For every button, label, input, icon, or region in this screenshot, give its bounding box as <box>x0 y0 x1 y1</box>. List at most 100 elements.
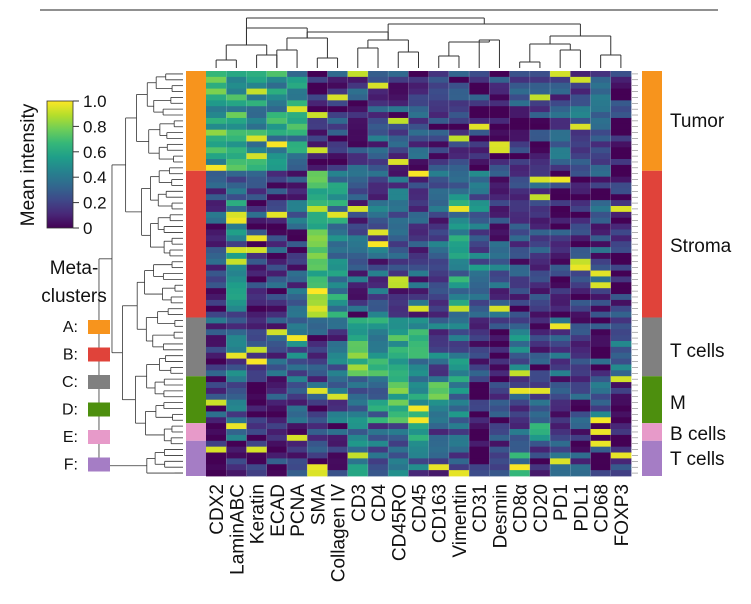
heatmap-cell <box>367 235 389 242</box>
heatmap-cell <box>206 399 227 406</box>
heatmap-cell <box>286 440 308 448</box>
heatmap-cell <box>509 470 531 477</box>
heatmap-cell <box>529 106 551 113</box>
metacluster-label: B cells <box>670 424 726 445</box>
heatmap-cell <box>327 329 349 336</box>
heatmap-cell <box>347 182 369 189</box>
heatmap-cell <box>570 182 591 189</box>
heatmap-cell <box>448 176 470 183</box>
heatmap-cell <box>206 258 227 266</box>
heatmap-cell <box>206 311 227 318</box>
heatmap-cell <box>570 452 591 459</box>
heatmap-cell <box>408 194 430 201</box>
heatmap-cell <box>408 305 430 313</box>
heatmap-cell <box>246 405 268 412</box>
heatmap-cell <box>347 247 369 254</box>
heatmap-cell <box>307 206 328 213</box>
heatmap-cell <box>509 229 531 236</box>
heatmap-cell <box>347 393 369 401</box>
heatmap-cell <box>408 200 430 207</box>
heatmap-cell <box>448 200 470 207</box>
heatmap-cell <box>469 170 490 178</box>
heatmap-cell <box>307 76 328 84</box>
heatmap-cell <box>266 323 288 330</box>
heatmap-cell <box>408 188 430 195</box>
heatmap-cell <box>347 200 369 207</box>
heatmap-cell <box>428 335 450 342</box>
heatmap-cell <box>266 129 288 136</box>
heatmap-cell <box>206 305 227 313</box>
heatmap-cell <box>590 405 612 412</box>
heatmap-cell <box>469 206 490 213</box>
heatmap-cell <box>469 423 490 430</box>
heatmap-cell <box>610 206 632 213</box>
heatmap-cell <box>550 341 571 348</box>
heatmap-cell <box>469 241 490 248</box>
heatmap-cell <box>448 417 470 424</box>
heatmap-cell <box>469 76 490 84</box>
heatmap-cell <box>388 129 409 136</box>
heatmap-cell <box>266 94 288 101</box>
heatmap-cell <box>206 446 227 453</box>
heatmap-cell <box>206 76 227 84</box>
heatmap-cell <box>509 76 531 84</box>
heatmap-cell <box>206 370 227 377</box>
heatmap-cell <box>206 123 227 131</box>
heatmap-cell <box>570 176 591 183</box>
heatmap-cell <box>590 76 612 84</box>
heatmap-cell <box>610 417 632 424</box>
heatmap-cell <box>428 317 450 324</box>
heatmap-cell <box>448 305 470 313</box>
heatmap-cell <box>246 223 268 230</box>
heatmap-cell <box>408 141 430 148</box>
heatmap-cell <box>590 252 612 260</box>
heatmap-cell <box>509 235 531 242</box>
heatmap-cell <box>367 387 389 395</box>
heatmap-cell <box>266 417 288 424</box>
heatmap-cell <box>570 123 591 131</box>
heatmap-cell <box>428 341 450 348</box>
heatmap-cell <box>590 305 612 313</box>
heatmap-cell <box>327 176 349 183</box>
heatmap-cell <box>347 364 369 371</box>
heatmap-cell <box>590 399 612 406</box>
heatmap-cell <box>408 370 430 377</box>
heatmap-cell <box>246 106 268 113</box>
heatmap-cell <box>590 429 612 436</box>
heatmap-cell <box>206 417 227 424</box>
legend-title-line1: Meta- <box>50 258 99 279</box>
heatmap-cell <box>448 153 470 160</box>
heatmap-cell <box>327 106 349 113</box>
heatmap-cell <box>610 346 632 354</box>
heatmap-cell <box>347 288 369 295</box>
heatmap-cell <box>286 170 308 178</box>
heatmap-cell <box>347 446 369 453</box>
heatmap-cell <box>428 270 450 277</box>
heatmap-cell <box>266 159 288 166</box>
heatmap-cell <box>408 264 430 271</box>
heatmap-cell <box>428 452 450 459</box>
heatmap-cell <box>529 399 551 406</box>
heatmap-cell <box>550 129 571 136</box>
heatmap-cell <box>307 153 328 160</box>
heatmap-cell <box>529 147 551 154</box>
heatmap-cell <box>469 382 490 389</box>
heatmap-cells <box>206 71 632 477</box>
heatmap-cell <box>367 123 389 131</box>
heatmap-cell <box>570 241 591 248</box>
heatmap-cell <box>388 382 409 389</box>
heatmap-cell <box>307 258 328 266</box>
heatmap-cell <box>367 311 389 318</box>
heatmap-cell <box>509 223 531 230</box>
heatmap-cell <box>226 440 247 448</box>
heatmap-cell <box>590 217 612 225</box>
heatmap-cell <box>509 288 531 295</box>
heatmap-cell <box>610 276 632 283</box>
heatmap-cell <box>469 317 490 324</box>
heatmap-cell <box>469 188 490 195</box>
metacluster-bar-left <box>186 71 206 171</box>
heatmap-cell <box>266 311 288 318</box>
heatmap-cell <box>327 423 349 430</box>
heatmap-cell <box>246 182 268 189</box>
heatmap-cell <box>610 270 632 277</box>
